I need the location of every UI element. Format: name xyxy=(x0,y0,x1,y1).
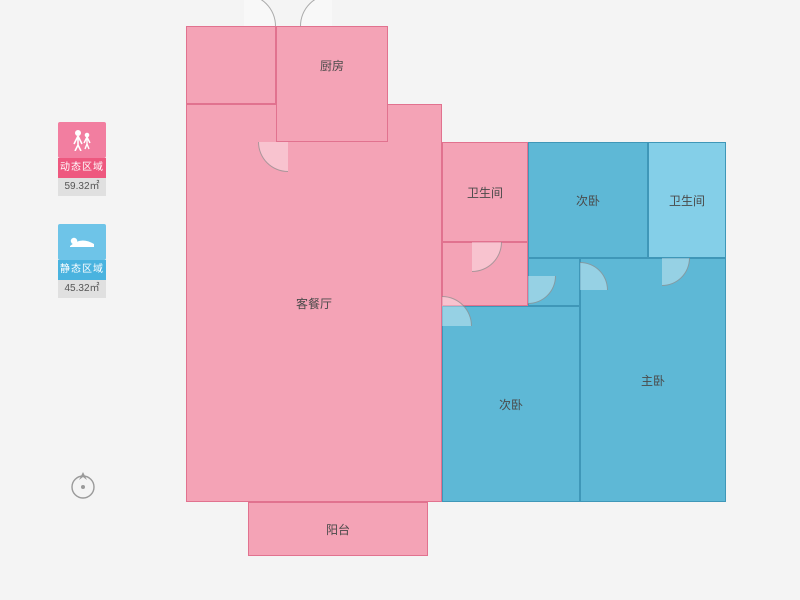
room-bath2: 卫生间 xyxy=(648,142,726,258)
room-bath1: 卫生间 xyxy=(442,142,528,242)
door-arc xyxy=(442,296,472,326)
door-arc xyxy=(300,0,332,26)
room-balcony: 阳台 xyxy=(248,502,428,556)
room-bed2a: 次卧 xyxy=(528,142,648,258)
room-label: 主卧 xyxy=(641,372,665,389)
door-arc xyxy=(258,142,288,172)
door-arc xyxy=(580,262,608,290)
room-label: 阳台 xyxy=(326,521,350,538)
room-label: 卫生间 xyxy=(669,192,705,209)
door-arc xyxy=(472,242,502,272)
room-label: 客餐厅 xyxy=(296,295,332,312)
room-label: 次卧 xyxy=(499,396,523,413)
door-arc xyxy=(662,258,690,286)
room-master: 主卧 xyxy=(580,258,726,502)
legend-static: 静态区域 45.32㎡ xyxy=(58,224,108,298)
door-arc xyxy=(528,276,556,304)
sleep-icon xyxy=(58,224,106,260)
people-icon xyxy=(58,122,106,158)
legend-dynamic-label: 动态区域 xyxy=(58,158,106,178)
door-arc xyxy=(244,0,276,26)
legend-static-label: 静态区域 xyxy=(58,260,106,280)
room-kitchen: 厨房 xyxy=(276,26,388,142)
legend: 动态区域 59.32㎡ 静态区域 45.32㎡ xyxy=(58,122,108,326)
room-label: 次卧 xyxy=(576,192,600,209)
room-label: 卫生间 xyxy=(467,184,503,201)
floorplan: 客餐厅厨房卫生间阳台次卧卫生间次卧主卧 xyxy=(186,26,726,578)
room-bed2b: 次卧 xyxy=(442,306,580,502)
room-wall-upper xyxy=(186,26,276,104)
compass-icon xyxy=(68,470,98,505)
room-label: 厨房 xyxy=(277,57,387,74)
legend-static-value: 45.32㎡ xyxy=(58,280,106,298)
room-living: 客餐厅 xyxy=(186,104,442,502)
legend-dynamic: 动态区域 59.32㎡ xyxy=(58,122,108,196)
legend-dynamic-value: 59.32㎡ xyxy=(58,178,106,196)
